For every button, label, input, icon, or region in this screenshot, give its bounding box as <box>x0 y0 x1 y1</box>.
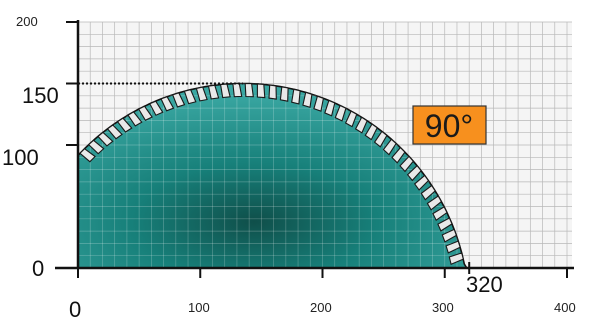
saw-tooth-icon <box>334 104 347 122</box>
saw-tooth-icon <box>116 117 133 133</box>
y-tick-label-0: 0 <box>32 256 44 281</box>
saw-tooth-icon <box>183 89 197 105</box>
saw-tooth-icon <box>313 95 325 112</box>
y-tick-marks <box>66 21 78 269</box>
x-extra-label-320: 320 <box>466 272 503 297</box>
saw-tooth-icon <box>426 195 443 211</box>
saw-tooth-icon <box>420 184 436 201</box>
saw-tooth-icon <box>87 139 105 155</box>
saw-tooth-icon <box>256 83 266 99</box>
saw-tooth-icon <box>149 100 164 116</box>
y-tick-label-100: 100 <box>2 145 39 170</box>
saw-tooth-icon <box>445 240 461 254</box>
x-tick-label-200: 200 <box>310 300 332 315</box>
angle-badge: 90° <box>412 105 487 145</box>
saw-tooth-icon <box>302 91 313 109</box>
saw-tooth-icon <box>160 96 175 112</box>
saw-tooth-icon <box>324 99 336 117</box>
saw-blade <box>78 82 470 268</box>
saw-tooth-icon <box>79 147 96 163</box>
saw-tooth-icon <box>127 111 143 127</box>
saw-tooth-icon <box>137 105 153 122</box>
saw-tooth-icon <box>279 86 289 102</box>
y-tick-label-150: 150 <box>22 83 59 108</box>
saw-tooth-icon <box>432 206 448 222</box>
saw-tooth-icon <box>399 155 415 173</box>
saw-tooth-icon <box>106 124 123 140</box>
saw-tooth-icon <box>207 84 220 100</box>
x-tick-marks <box>77 262 568 278</box>
saw-tooth-icon <box>391 146 406 164</box>
y-tick-label-200: 200 <box>16 14 38 29</box>
angle-badge-label: 90° <box>425 108 473 144</box>
saw-tooth-icon <box>344 110 358 128</box>
angle-badge-box <box>412 105 487 145</box>
saw-tooth-icon <box>441 228 458 243</box>
saw-tooth-icon <box>413 174 430 191</box>
saw-tooth-icon <box>437 217 453 232</box>
saw-tooth-icon <box>354 116 368 134</box>
x-tick-label-400: 400 <box>554 300 576 315</box>
saw-tooth-icon <box>291 88 301 105</box>
saw-tooth-icon <box>382 138 397 156</box>
saw-tooth-icon <box>97 131 114 147</box>
x-tick-label-300: 300 <box>432 300 454 315</box>
saw-tooth-icon <box>244 82 254 98</box>
saw-tooth-icon <box>171 92 186 108</box>
saw-tooth-icon <box>364 123 378 141</box>
saw-tooth-icon <box>268 84 277 100</box>
saw-tooth-icon <box>195 86 208 102</box>
saw-tooth-icon <box>373 130 388 148</box>
saw-tooth-icon <box>448 252 464 265</box>
x-tick-label-0: 0 <box>69 297 81 320</box>
saw-teeth <box>79 82 464 265</box>
saw-tooth-icon <box>406 164 422 182</box>
x-tick-label-100: 100 <box>188 300 210 315</box>
